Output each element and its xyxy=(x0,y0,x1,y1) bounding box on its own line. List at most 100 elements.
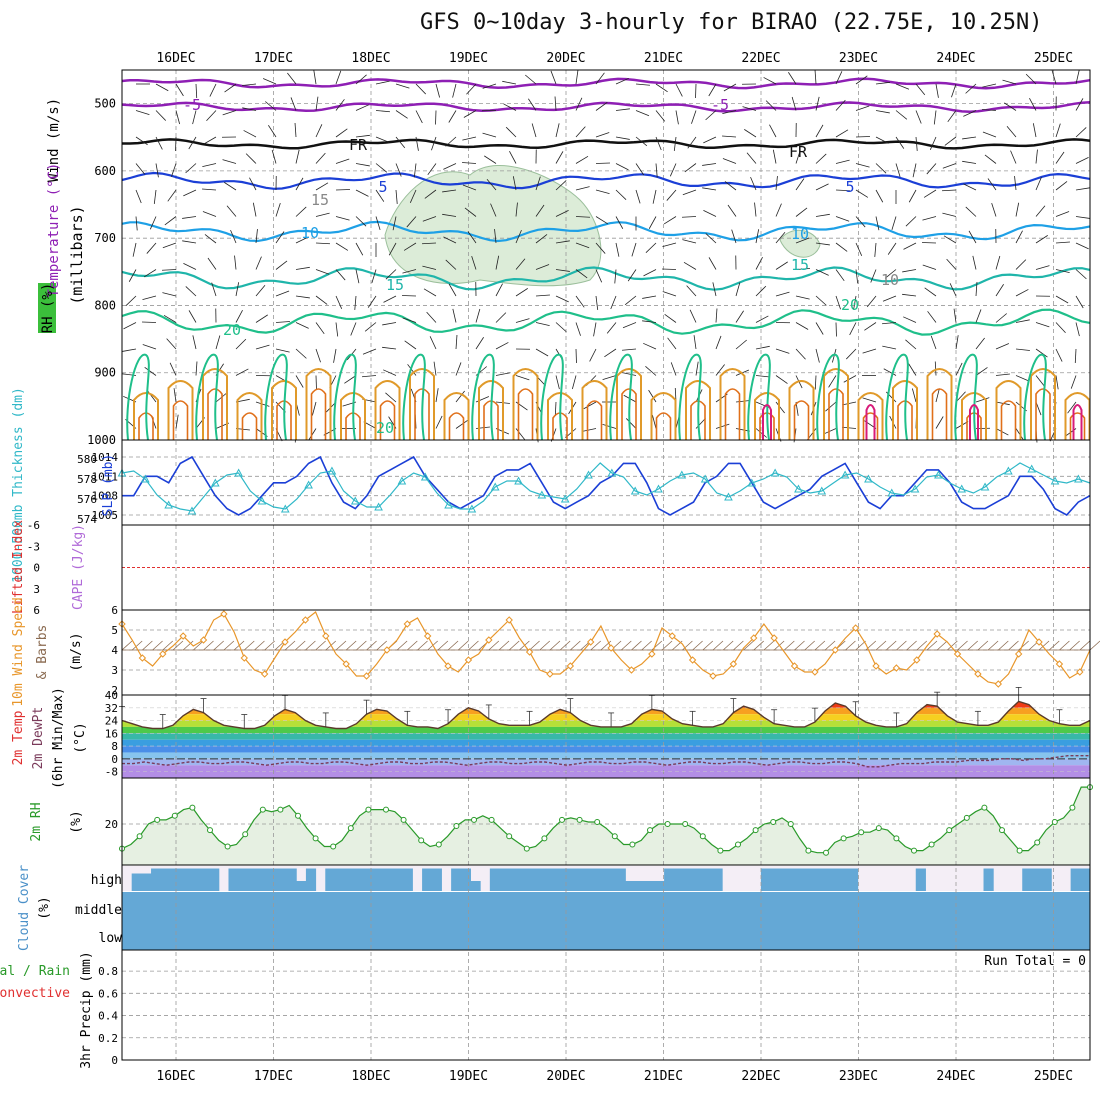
wind-barb xyxy=(957,640,968,651)
rh-contour xyxy=(1064,392,1091,440)
wind-barb xyxy=(375,163,388,173)
wind-barb xyxy=(1035,322,1050,328)
wind-barb xyxy=(265,101,277,111)
rh-point xyxy=(189,804,196,811)
wind-barb xyxy=(555,269,570,272)
wind-speed-point xyxy=(566,662,575,670)
wind-barb xyxy=(1035,401,1042,416)
wind-barb xyxy=(735,339,747,350)
wind-barb xyxy=(606,322,617,334)
wind-barb xyxy=(595,216,609,225)
cloud-high-bar xyxy=(170,868,181,891)
wind-barb xyxy=(795,295,810,300)
wind-barb xyxy=(475,308,481,323)
date-label-bottom: 18DEC xyxy=(351,1069,390,1084)
cloud-high-bar xyxy=(373,868,384,891)
wind-barb xyxy=(315,96,319,111)
thickness-point xyxy=(350,496,360,505)
wind-barb xyxy=(703,210,717,217)
wind-barb xyxy=(142,344,157,350)
wind-barb xyxy=(635,136,648,147)
li-tick-label: 3 xyxy=(33,583,40,596)
wind-barb xyxy=(193,640,204,651)
rh-contour xyxy=(823,368,849,440)
thickness-point xyxy=(677,470,687,479)
wind-barb xyxy=(243,130,257,138)
rh-point xyxy=(699,833,706,840)
wind-barb xyxy=(627,269,637,282)
wind-barb xyxy=(664,313,677,323)
data-layer xyxy=(117,70,1100,856)
wind-barb xyxy=(655,83,668,93)
wind-barb xyxy=(635,189,641,204)
wind-barb xyxy=(249,177,257,191)
wind-barb xyxy=(965,206,977,217)
contour-label: 5 xyxy=(845,178,854,196)
wind-barb xyxy=(192,335,197,350)
wind-barb xyxy=(335,242,349,251)
wind-barb xyxy=(642,295,657,299)
cloud-high-bar xyxy=(547,868,559,891)
wind-barb xyxy=(395,110,408,119)
li-tick-label: 0 xyxy=(33,562,40,575)
thickness-point xyxy=(140,474,150,483)
wind-barb xyxy=(662,242,677,248)
wind-barb xyxy=(203,136,217,145)
wind-barb xyxy=(666,189,677,201)
pressure-tick-label: 900 xyxy=(94,366,116,380)
rh-point xyxy=(453,823,460,830)
wind-speed-point xyxy=(464,656,473,664)
wind-barb xyxy=(182,216,197,219)
thickness-point xyxy=(794,484,803,493)
wind-barb xyxy=(123,322,137,330)
wind-barb xyxy=(635,110,650,117)
cloud-high-bar xyxy=(586,868,597,891)
wind-barb xyxy=(795,150,801,164)
contour-label: 15 xyxy=(791,256,809,274)
rh-contour xyxy=(172,400,189,440)
isotherm-line xyxy=(121,308,1091,336)
wind-speed-point xyxy=(933,630,941,638)
wind-barb xyxy=(488,640,500,651)
wind-barb xyxy=(515,318,530,323)
wind-barb xyxy=(815,269,829,276)
wind-barb xyxy=(1051,70,1057,85)
wind-barb xyxy=(422,265,437,270)
wind-barb xyxy=(382,322,397,326)
cloud-high-bar xyxy=(848,868,859,891)
wind-barb xyxy=(484,155,497,164)
cloud-high-bar xyxy=(673,868,684,891)
wind-barb xyxy=(335,158,350,164)
wind-barb xyxy=(252,202,257,217)
cloud-high-bar xyxy=(760,868,772,891)
precip-convective-title: Convective xyxy=(0,986,70,1001)
thickness-point xyxy=(234,468,243,477)
cloud-high-bar xyxy=(325,868,336,891)
wind-barb xyxy=(495,255,500,270)
wind-barb xyxy=(385,392,397,403)
rh-point xyxy=(471,816,477,823)
wind-barb xyxy=(445,136,457,147)
rh-contour xyxy=(1035,388,1051,440)
temp-tick-label: 0 xyxy=(111,753,118,766)
wind-barb xyxy=(275,260,288,270)
rh-point xyxy=(999,827,1005,834)
wind-barb xyxy=(595,101,608,111)
panel-frame xyxy=(121,439,1091,526)
wind-barb xyxy=(555,210,569,217)
cloud-high-bar xyxy=(538,868,549,891)
wind-barb xyxy=(982,131,997,138)
wind-barb xyxy=(595,72,605,85)
wind-barb xyxy=(875,640,887,651)
wind-barb xyxy=(631,640,642,651)
wind-barb xyxy=(422,216,437,222)
wind-barb xyxy=(604,348,617,358)
pressure-tick-label: 500 xyxy=(94,97,116,111)
wind-barb xyxy=(775,291,790,297)
wind-barb xyxy=(535,234,548,244)
panel-frame xyxy=(121,609,1091,696)
wind-barb xyxy=(695,417,706,429)
wind-barb xyxy=(575,216,591,218)
rh-contour xyxy=(310,388,327,440)
wind-barb xyxy=(1075,322,1080,337)
